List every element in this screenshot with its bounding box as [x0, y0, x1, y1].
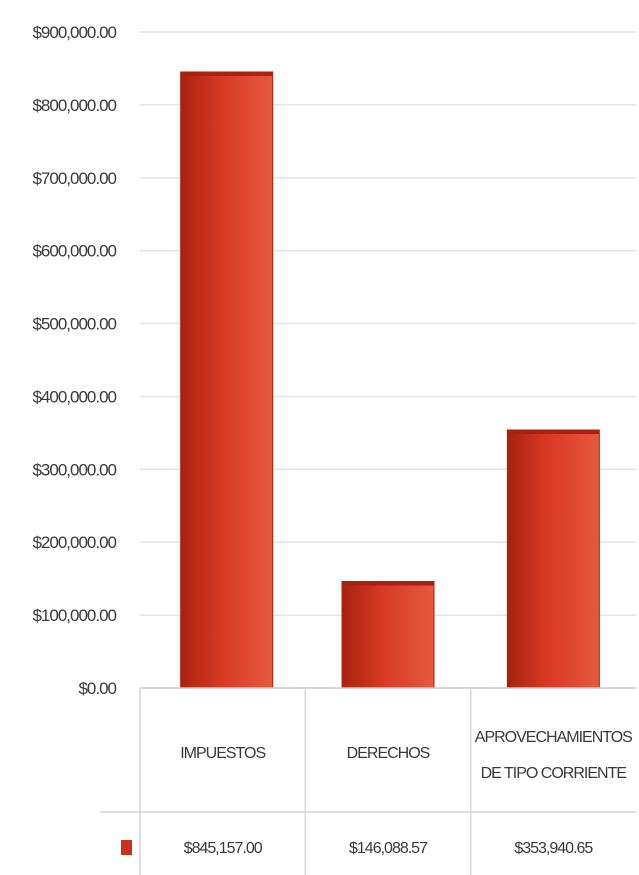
y-tick-label: $900,000.00 [32, 23, 116, 42]
data-label: $845,157.00 [184, 840, 263, 857]
bar [180, 71, 274, 689]
category-label: APROVECHAMIENTOS [475, 729, 632, 746]
bar-top-edge [507, 430, 600, 435]
bar [341, 581, 435, 689]
bar [506, 429, 600, 689]
y-tick-label: $400,000.00 [32, 387, 116, 406]
legend-key [121, 840, 132, 855]
data-label: $146,088.57 [349, 840, 428, 857]
y-tick-label: $200,000.00 [32, 533, 116, 552]
y-tick-label: $600,000.00 [32, 242, 116, 261]
category-label: IMPUESTOS [180, 745, 265, 762]
bar-top-edge [342, 581, 434, 586]
bars [180, 71, 600, 689]
y-tick-label: $300,000.00 [32, 460, 116, 479]
category-label: DERECHOS [347, 745, 430, 762]
y-axis-ticks: $0.00 $100,000.00 $200,000.00 $300,000.00 $4… [32, 23, 117, 698]
bar-top-edge [180, 71, 273, 76]
y-tick-label: $100,000.00 [32, 606, 116, 625]
y-tick-label: $700,000.00 [32, 169, 116, 188]
data-label: $353,940.65 [514, 840, 593, 857]
y-tick-label: $0.00 [78, 679, 116, 698]
y-tick-label: $500,000.00 [32, 315, 116, 334]
category-label: DE TIPO CORRIENTE [481, 765, 627, 782]
data-table: IMPUESTOS $845,157.00 DERECHOS $146,088.57 A… [100, 687, 636, 875]
y-tick-label: $800,000.00 [32, 96, 116, 115]
